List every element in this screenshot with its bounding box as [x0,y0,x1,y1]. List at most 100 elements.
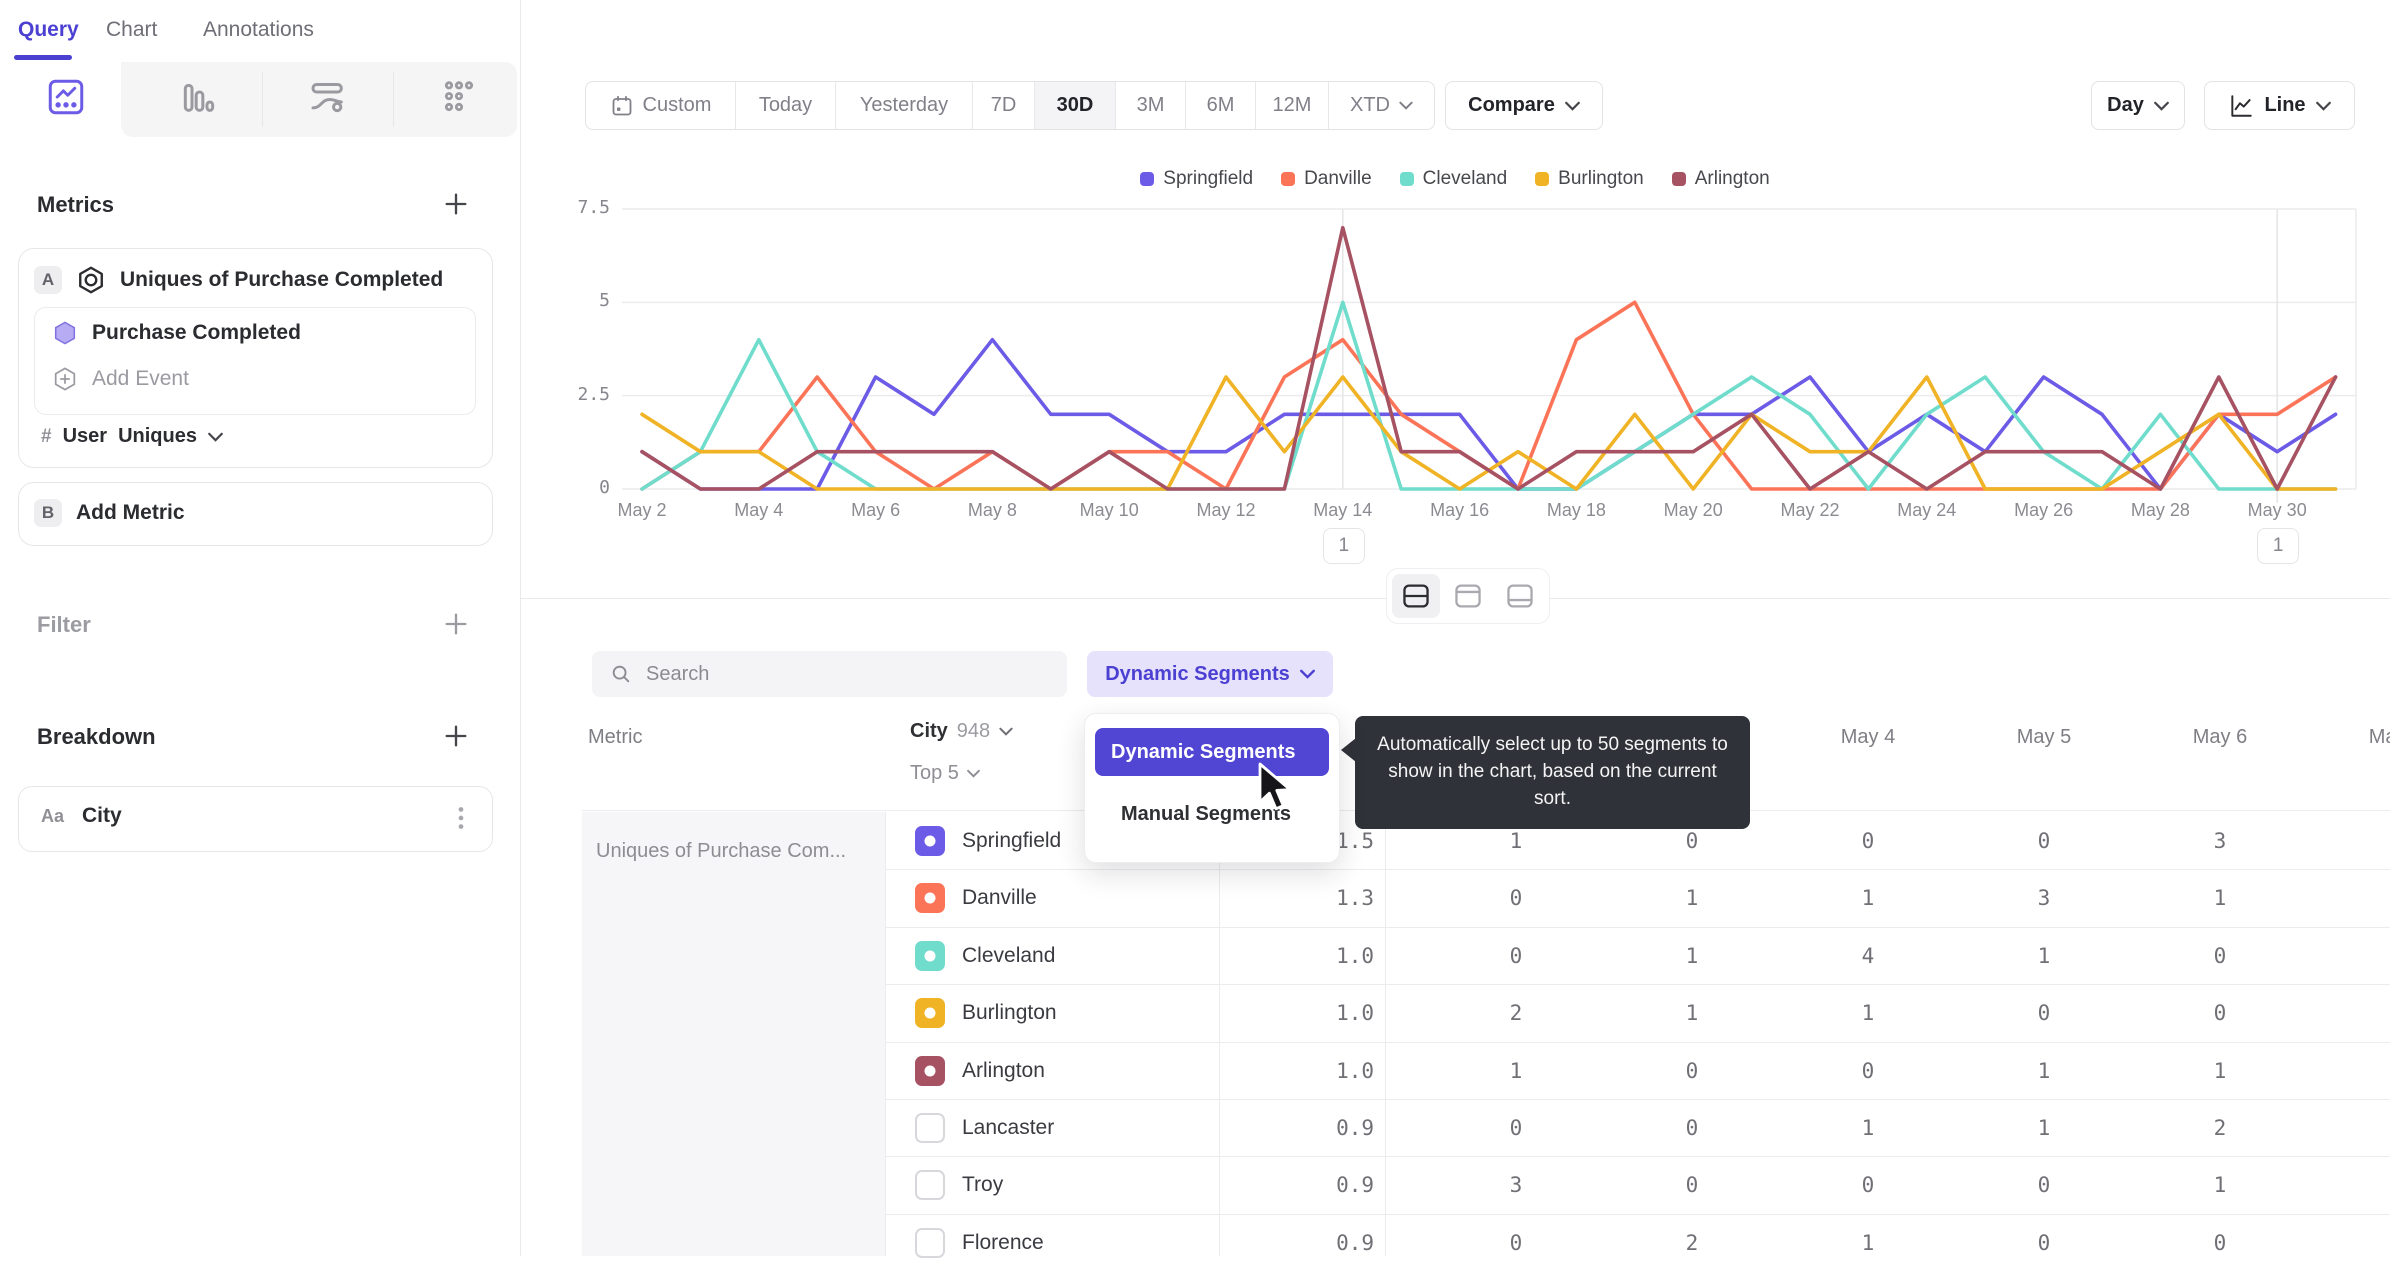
range-3m[interactable]: 3M [1116,82,1186,129]
layout-bottom-panel-button[interactable] [1496,574,1544,618]
segment-value: 1 [1685,943,1699,968]
range-label: 6M [1206,94,1235,116]
segment-checkbox[interactable] [915,1227,945,1258]
segment-value: 1 [2037,943,2051,968]
annotation-badge[interactable]: 1 [1322,528,1365,564]
segment-value: 0 [1685,829,1699,853]
kebab-menu-icon[interactable] [448,803,474,838]
segment-average: 1.5 [1336,829,1374,853]
segment-value: 1 [1861,886,1875,911]
range-yesterday[interactable]: Yesterday [836,82,973,129]
menu-item-manual-segments[interactable]: Manual Segments [1121,802,1292,825]
segment-value: 1 [1861,1001,1875,1026]
layout-toggle-group [1386,568,1550,624]
segment-average: 0.9 [1336,1173,1374,1198]
query-sidebar: Query Chart Annotations [0,0,521,1256]
legend-item-cleveland[interactable]: Cleveland [1399,168,1507,190]
segment-search[interactable] [592,651,1067,697]
metric-a-header[interactable]: A Uniques of Purchase Completed [34,265,443,295]
legend-item-arlington[interactable]: Arlington [1671,168,1770,190]
x-axis-label: May 14 [1313,500,1373,520]
add-event-hexagon-icon [52,366,78,392]
search-input[interactable] [644,661,1028,687]
active-tab-underline [14,55,72,60]
chart-type-line[interactable] [0,62,131,137]
table-row [885,869,2390,926]
series-line-arlington[interactable] [640,225,2338,491]
legend-swatch [1281,172,1296,186]
segment-value: 0 [2037,1001,2051,1026]
x-axis-label: May 28 [2130,500,2190,520]
group-name: City [910,720,948,742]
segment-name: Florence [962,1230,1044,1254]
y-axis-label: 2.5 [577,383,610,405]
menu-item-dynamic-segments[interactable]: Dynamic Segments [1095,728,1329,776]
chart-type-flow[interactable] [262,62,393,137]
granularity-button[interactable]: Day [2091,81,2185,130]
chart-legend: Springfield Danville Cleveland Burlington Ar… [520,168,2390,190]
segment-checkbox[interactable] [915,826,945,856]
measure-hash: # [41,425,52,447]
range-12m[interactable]: 12M [1256,82,1329,129]
breakdown-city-card[interactable]: Aa City [18,786,493,852]
segment-value: 0 [1685,1116,1699,1140]
series-line-springfield[interactable] [640,337,2338,491]
legend-item-danville[interactable]: Danville [1281,168,1372,190]
group-by-header[interactable]: City 948 [910,720,1013,743]
tab-annotations[interactable]: Annotations [203,18,314,41]
range-label: Yesterday [859,94,949,116]
segment-checkbox[interactable] [915,1170,945,1201]
tab-chart[interactable]: Chart [106,18,158,41]
segment-average: 1.0 [1336,943,1374,968]
add-metric-plus-icon[interactable] [442,190,470,223]
compare-button[interactable]: Compare [1445,81,1603,130]
range-custom[interactable]: Custom [586,82,736,129]
scatter-chart-icon [439,77,479,122]
segments-selector-button[interactable]: Dynamic Segments [1087,651,1333,697]
add-filter-plus-icon[interactable] [442,610,470,643]
date-column-header: May 6 [2192,726,2248,748]
chart-style-button[interactable]: Line [2204,81,2355,130]
measure-row[interactable]: # User Uniques [41,425,223,448]
add-event-row[interactable]: Add Event [52,366,189,392]
segments-tooltip: Automatically select up to 50 segments t… [1355,716,1750,829]
event-row[interactable]: Purchase Completed [52,320,301,346]
row-border [885,1156,2390,1158]
row-border [885,869,2390,871]
annotation-badge[interactable]: 1 [2257,528,2300,564]
segment-checkbox[interactable] [915,940,945,971]
range-xtd[interactable]: XTD [1329,82,1434,129]
legend-swatch [1140,172,1155,186]
add-breakdown-plus-icon[interactable] [442,722,470,755]
segment-checkbox[interactable] [915,1113,945,1143]
chart-plot[interactable] [620,205,2360,509]
legend-swatch [1399,172,1414,186]
checkbox-dot [924,1007,936,1019]
segment-checkbox[interactable] [915,998,945,1029]
checkbox-dot [924,835,936,847]
range-6m[interactable]: 6M [1186,82,1256,129]
legend-item-springfield[interactable]: Springfield [1140,168,1253,190]
segment-value: 2 [1685,1230,1699,1255]
chevron-down-icon [967,769,980,778]
chart-type-bar[interactable] [131,62,262,137]
breakdown-property-name: City [82,804,122,827]
tab-query[interactable]: Query [18,18,79,41]
segment-value: 0 [1861,1173,1875,1198]
metric-card-b[interactable]: B Add Metric [18,482,493,546]
layout-split-rows-button[interactable] [1392,574,1440,618]
legend-item-burlington[interactable]: Burlington [1535,168,1644,190]
y-axis-label: 5 [599,290,610,312]
segment-checkbox[interactable] [915,1055,945,1086]
layout-top-panel-button[interactable] [1444,574,1492,618]
segment-name: Springfield [962,829,1062,852]
segment-checkbox[interactable] [915,883,945,914]
chart-type-scatter[interactable] [393,62,524,137]
chevron-down-icon [999,727,1013,736]
range-today[interactable]: Today [736,82,836,129]
range-30d[interactable]: 30D [1035,82,1116,129]
segment-value: 1 [2213,1173,2227,1198]
table-row [885,927,2390,984]
top-n-selector[interactable]: Top 5 [910,762,980,785]
range-7d[interactable]: 7D [973,82,1035,129]
